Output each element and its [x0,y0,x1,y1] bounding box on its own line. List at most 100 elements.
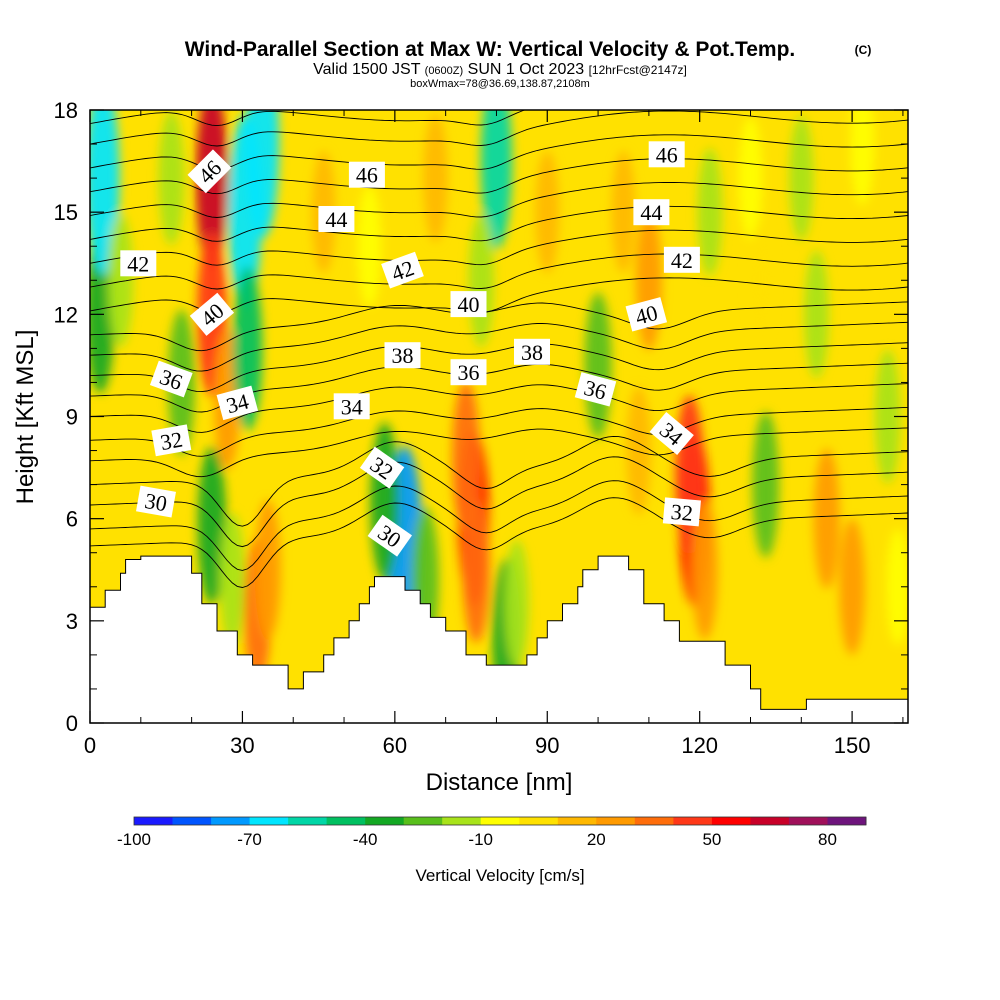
subtitle-utc: (0600Z) [425,65,464,77]
theta-contour-44 [90,205,908,242]
theta-contour-43 [90,229,908,266]
contour-label-bg [633,199,670,226]
w-cell-44 [850,110,875,206]
contour-label-bg [333,393,370,420]
contour-label-text: 44 [640,200,662,225]
theta-contour-30 [90,497,908,588]
contour-label-4: 44 [633,199,670,226]
w-cell-36 [697,148,723,277]
contour-label-17: 34 [333,393,370,420]
subtitle-valid: Valid 1500 JST [313,61,421,78]
theta-contour-36 [90,383,908,433]
w-cell-26 [504,539,530,668]
w-cell-18 [370,422,400,581]
w-cell-42 [813,448,840,589]
contour-label-text: 38 [521,340,543,365]
copyright-mark: (C) [855,43,872,57]
colorbar-tick-label: -40 [353,830,378,849]
w-cell-22 [462,496,490,643]
contour-label-14: 36 [450,359,487,386]
contour-label-bg [514,338,550,365]
w-cell-45 [875,349,901,484]
colorbar-tick-label: -100 [117,830,151,849]
colorbar-tick-label: -70 [237,830,262,849]
w-cell-5 [195,110,228,270]
contour-label-bg [367,514,413,557]
theta-contour-46 [90,158,908,195]
contour-label-bg [450,359,487,386]
contour-label-bg [120,250,157,277]
y-tick-label: 6 [66,507,78,532]
colorbar-label: Vertical Velocity [cm/s] [415,866,584,885]
contour-label-11: 38 [384,342,421,369]
subtitle-forecast: [12hrFcst@2147z] [589,63,687,77]
colorbar-swatch [134,817,173,825]
w-cell-46 [886,528,908,645]
contour-label-text: 42 [127,251,149,276]
contour-label-10: 40 [625,297,668,332]
contour-label-5: 42 [120,250,157,277]
colorbar-swatch [172,817,212,825]
terrain-mask [90,556,908,723]
contour-label-text: 30 [143,488,169,516]
contour-label-text: 36 [458,360,480,385]
contour-label-16: 34 [216,385,259,421]
colorbar-swatch [596,817,636,825]
contour-label-text: 40 [458,292,480,317]
contour-label-bg [625,297,668,332]
contour-label-text: 46 [656,142,678,167]
colorbar-swatch [326,817,366,825]
terrain-outline [90,555,908,723]
contour-label-text: 46 [356,163,378,188]
colorbar-swatch [519,817,559,825]
colorbar-swatch [557,817,597,825]
contour-label-text: 32 [670,499,694,526]
contour-label-3: 44 [318,206,355,232]
contour-label-bg [384,342,421,369]
colorbar-swatch [711,817,751,825]
colorbar-swatch [788,817,828,825]
w-cell-40 [789,115,814,241]
contour-label-7: 42 [663,246,700,273]
colorbar-swatch [403,817,443,825]
w-cell-38 [752,411,780,558]
y-tick-label: 12 [54,302,78,327]
x-tick-label: 150 [834,733,871,758]
contour-label-19: 32 [151,424,192,457]
y-tick-label: 18 [54,98,78,123]
contour-label-bg [649,411,694,456]
contour-label-6: 42 [381,251,424,289]
contour-label-bg [149,360,193,398]
contour-label-bg [187,149,232,194]
y-tick-label: 9 [66,405,78,430]
theta-contour-49 [90,110,527,127]
theta-contour-34 [90,427,908,478]
contour-label-bg [450,291,487,318]
contour-label-2: 46 [648,141,685,168]
contour-label-13: 36 [149,360,193,398]
contour-label-bg [348,161,385,188]
colorbar-swatch [288,817,328,825]
w-cell-35 [691,499,718,640]
contour-label-bg [381,251,424,289]
w-cell-41 [804,250,829,379]
contour-label-text: 32 [158,427,184,455]
colorbar-tick-label: 20 [587,830,606,849]
colorbar-swatch [211,817,251,825]
colorbar-swatch [442,817,482,825]
colorbar: -100 -70 -40 -10 20 50 80 [117,816,867,849]
w-cell-2 [107,213,134,348]
contour-label-bg [662,497,701,527]
x-tick-label: 0 [84,733,96,758]
w-cell-27 [423,114,448,243]
contour-label-bg [151,424,192,457]
y-tick-label: 3 [66,609,78,634]
subtitle-date: SUN 1 Oct 2023 [468,61,585,78]
colorbar-swatch [827,817,867,825]
colorbar-swatch [249,817,289,825]
x-tick-label: 30 [230,733,254,758]
contour-label-bg [574,372,617,407]
